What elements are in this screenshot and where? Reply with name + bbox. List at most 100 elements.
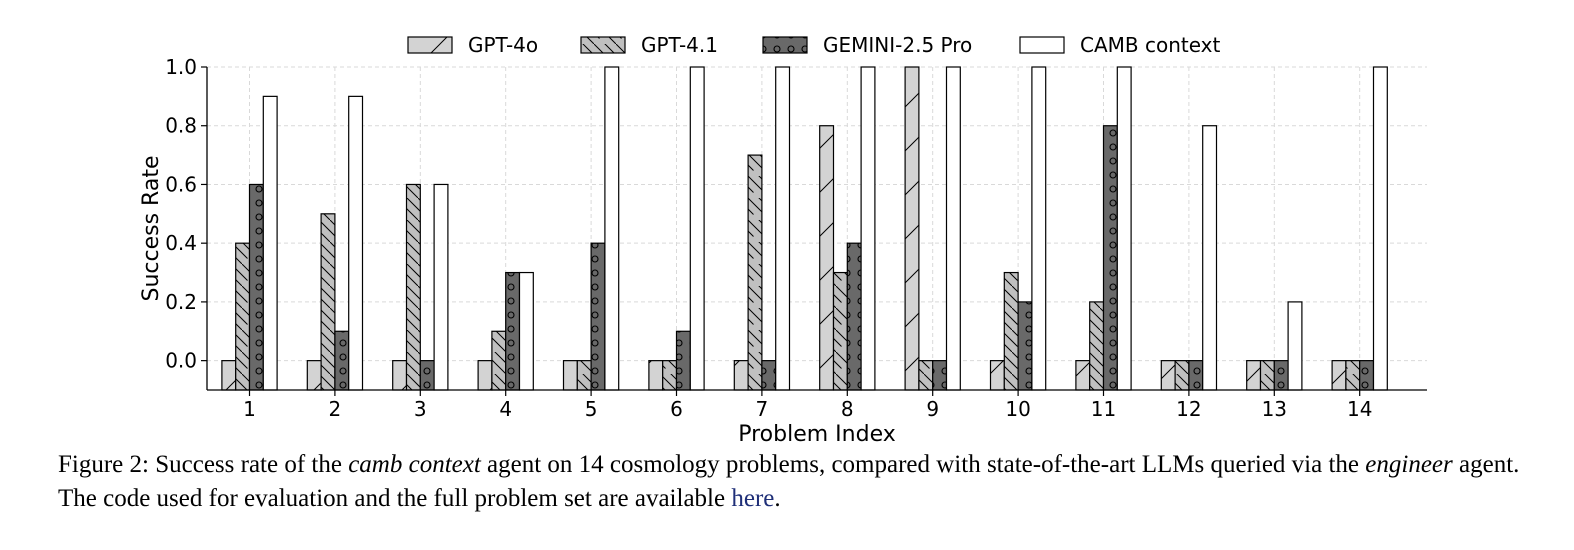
bar-camb-context-8 xyxy=(860,66,876,391)
legend: GPT-4o GPT-4.1 GEMINI-2.5 Pro CAMB context xyxy=(407,33,1221,57)
bar-chart: 0.00.20.40.60.81.01 2 3 4 5 6 7 8 9 10 11 12 13 14Pro… xyxy=(139,33,1427,447)
bar-camb-context-7 xyxy=(775,66,791,391)
bar-gpt-4-1-11 xyxy=(1089,301,1105,391)
bar-camb-context-12 xyxy=(1202,125,1218,391)
bar-gemini-2-5-pro-12 xyxy=(1188,360,1204,391)
caption-middle-2: agent. The code used for evaluation and … xyxy=(58,451,1520,512)
bar-gpt-4-1-4 xyxy=(491,330,507,391)
bar-camb-context-5 xyxy=(604,66,620,391)
bar-camb-context-14 xyxy=(1372,66,1388,391)
caption-lead: Figure 2: Success rate of the xyxy=(58,451,349,478)
bar-gpt-4o-2 xyxy=(306,360,322,391)
bar-gpt-4o-5 xyxy=(562,360,578,391)
legend-swatch xyxy=(1019,36,1065,54)
bar-gpt-4o-1 xyxy=(221,360,237,391)
y-tick-label: 1.0 xyxy=(165,55,197,79)
bar-gemini-2-5-pro-11 xyxy=(1102,125,1118,391)
y-axis-label: Success Rate xyxy=(139,156,164,302)
legend-label: GPT-4.1 xyxy=(641,33,718,57)
y-tick-label: 0.8 xyxy=(165,114,197,138)
x-tick-label: 6 xyxy=(670,397,683,421)
bar-gpt-4-1-3 xyxy=(405,183,421,391)
bar-gpt-4o-11 xyxy=(1075,360,1091,391)
caption-here-link[interactable]: here xyxy=(731,485,775,512)
x-tick-label: 12 xyxy=(1176,397,1201,421)
grid xyxy=(207,66,1427,390)
legend-label: CAMB context xyxy=(1080,33,1221,57)
x-tick-label: 10 xyxy=(1005,397,1030,421)
bars xyxy=(221,66,1388,391)
bar-gemini-2-5-pro-4 xyxy=(505,271,521,391)
chart-container: 0.0 0.2 0.4 0.6 0.8 1.0 1 2 3 4 5 6 7 8 9 10 11 12 13 14 Pro… xyxy=(139,33,1427,447)
x-tick-label: 5 xyxy=(585,397,598,421)
figure-caption: Figure 2: Success rate of the camb conte… xyxy=(58,448,1538,516)
bar-camb-context-3 xyxy=(433,183,449,391)
bar-gemini-2-5-pro-9 xyxy=(932,360,948,391)
bar-gemini-2-5-pro-7 xyxy=(761,360,777,391)
bar-gpt-4o-10 xyxy=(989,360,1005,391)
bar-gemini-2-5-pro-10 xyxy=(1017,301,1033,391)
x-tick-label: 7 xyxy=(756,397,769,421)
caption-end: . xyxy=(774,485,781,512)
bar-gpt-4-1-13 xyxy=(1259,360,1275,391)
bar-camb-context-6 xyxy=(689,66,705,391)
legend-entry: CAMB context xyxy=(1019,33,1221,57)
x-tick-label: 13 xyxy=(1262,397,1287,421)
bar-gpt-4-1-9 xyxy=(918,360,934,391)
bar-camb-context-13 xyxy=(1287,301,1303,391)
bar-gemini-2-5-pro-13 xyxy=(1273,360,1289,391)
legend-swatch xyxy=(580,36,626,54)
caption-middle-1: agent on 14 cosmology problems, compared… xyxy=(480,451,1366,478)
axes: 0.00.20.40.60.81.01 2 3 4 5 6 7 8 9 10 11 12 13 14Pro… xyxy=(139,55,1427,447)
bar-camb-context-1 xyxy=(262,95,278,391)
y-tick-label: 0.4 xyxy=(165,231,197,255)
x-tick-label: 1 xyxy=(243,397,256,421)
x-tick-label: 8 xyxy=(841,397,854,421)
bar-gpt-4o-13 xyxy=(1246,360,1262,391)
legend-entry: GPT-4.1 xyxy=(580,33,718,57)
bar-gpt-4-1-10 xyxy=(1003,271,1019,391)
bar-gpt-4o-14 xyxy=(1331,360,1347,391)
x-tick-label: 14 xyxy=(1347,397,1372,421)
bar-camb-context-9 xyxy=(945,66,961,391)
bar-gemini-2-5-pro-6 xyxy=(675,330,691,391)
bar-gpt-4o-9 xyxy=(904,66,920,391)
legend-label: GEMINI-2.5 Pro xyxy=(823,33,972,57)
bar-gpt-4-1-6 xyxy=(662,360,678,391)
y-tick-label: 0.0 xyxy=(165,349,197,373)
bar-gemini-2-5-pro-3 xyxy=(419,360,435,391)
bar-gpt-4-1-1 xyxy=(235,242,251,391)
bar-gpt-4o-7 xyxy=(733,360,749,391)
bar-camb-context-11 xyxy=(1116,66,1132,391)
caption-italic-camb-context: camb context xyxy=(348,451,481,478)
bar-gemini-2-5-pro-1 xyxy=(248,183,264,391)
legend-entry: GPT-4o xyxy=(407,33,538,57)
bar-gpt-4-1-7 xyxy=(747,154,763,391)
bar-gpt-4o-8 xyxy=(819,125,835,391)
bar-gpt-4-1-5 xyxy=(576,360,592,391)
legend-label: GPT-4o xyxy=(468,33,538,57)
bar-camb-context-10 xyxy=(1031,66,1047,391)
bar-gpt-4o-4 xyxy=(477,360,493,391)
y-tick-label: 0.6 xyxy=(165,172,197,196)
x-tick-label: 11 xyxy=(1091,397,1116,421)
bar-gpt-4-1-12 xyxy=(1174,360,1190,391)
x-tick-label: 2 xyxy=(329,397,342,421)
y-tick-label: 0.2 xyxy=(165,290,197,314)
bar-gpt-4-1-14 xyxy=(1345,360,1361,391)
bar-gpt-4o-6 xyxy=(648,360,664,391)
bar-gpt-4o-3 xyxy=(392,360,408,391)
bar-camb-context-4 xyxy=(518,271,534,391)
bar-camb-context-2 xyxy=(348,95,364,391)
bar-gemini-2-5-pro-5 xyxy=(590,242,606,391)
x-axis-label: Problem Index xyxy=(738,422,896,447)
bar-gpt-4-1-2 xyxy=(320,213,336,391)
bar-gemini-2-5-pro-8 xyxy=(846,242,862,391)
x-tick-label: 9 xyxy=(926,397,939,421)
legend-swatch xyxy=(407,36,453,54)
bar-gpt-4o-12 xyxy=(1160,360,1176,391)
bar-gemini-2-5-pro-2 xyxy=(334,330,350,391)
caption-italic-engineer: engineer xyxy=(1365,451,1453,478)
legend-swatch xyxy=(762,36,808,54)
x-tick-label: 4 xyxy=(499,397,512,421)
